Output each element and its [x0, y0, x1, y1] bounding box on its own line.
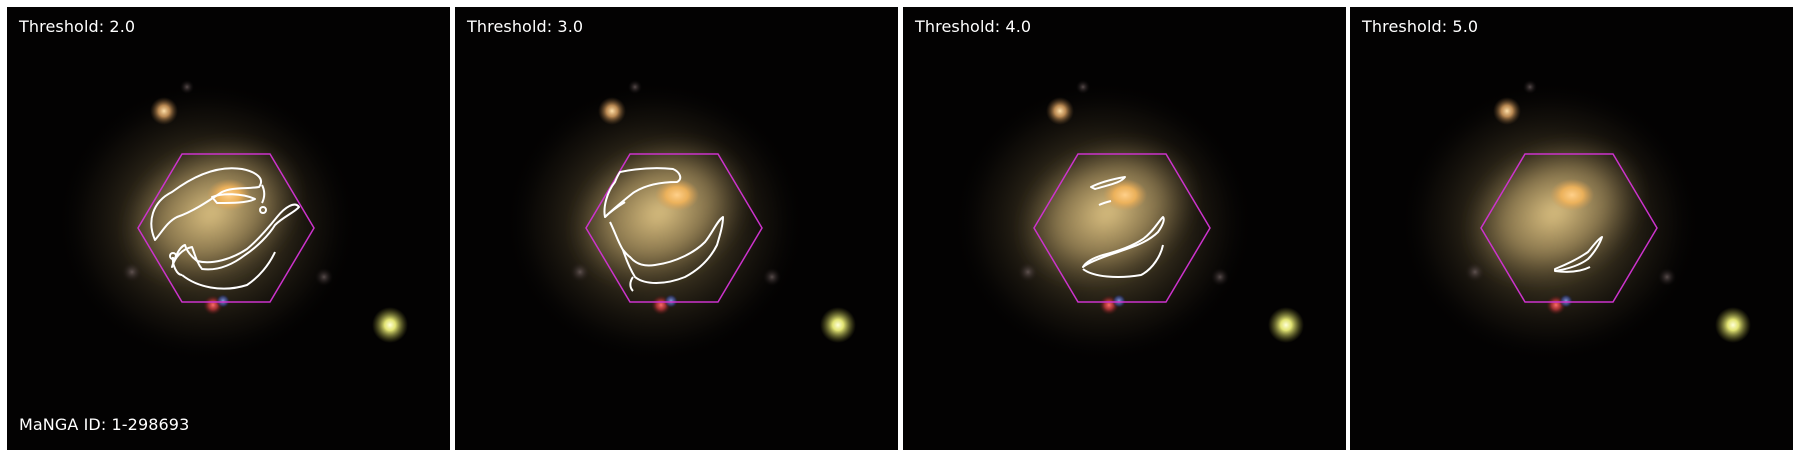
threshold-label: Threshold: 5.0 — [1362, 17, 1479, 36]
ifu-hexagon — [1033, 153, 1211, 303]
contour-lines — [1554, 236, 1603, 273]
threshold-label: Threshold: 2.0 — [19, 17, 136, 36]
galaxy-panel-threshold-3: Threshold: 3.0 — [455, 7, 898, 450]
galaxy-panel-threshold-5: Threshold: 5.0 — [1350, 7, 1793, 450]
threshold-label: Threshold: 4.0 — [915, 17, 1032, 36]
ifu-hexagon — [1480, 153, 1658, 303]
galaxy-image — [903, 7, 1346, 450]
ifu-hexagon — [585, 153, 763, 303]
contour-lines — [603, 167, 724, 292]
galaxy-image — [1350, 7, 1793, 450]
manga-id-label: MaNGA ID: 1-298693 — [19, 415, 190, 434]
threshold-label: Threshold: 3.0 — [467, 17, 584, 36]
ifu-hexagon — [137, 153, 315, 303]
contour-lines — [150, 167, 300, 290]
galaxy-panel-threshold-4: Threshold: 4.0 — [903, 7, 1346, 450]
contour-lines — [1082, 176, 1165, 278]
galaxy-panel-threshold-2: Threshold: 2.0 MaNGA ID: 1-298693 — [7, 7, 450, 450]
galaxy-image — [7, 7, 450, 450]
galaxy-image — [455, 7, 898, 450]
